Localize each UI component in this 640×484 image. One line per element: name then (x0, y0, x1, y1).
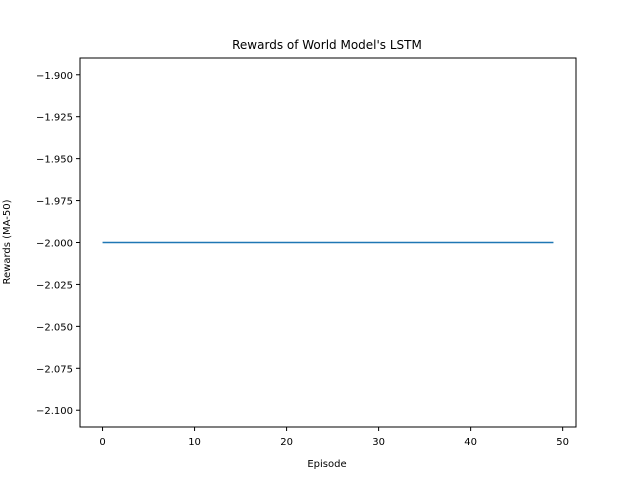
x-axis: 0 10 20 30 40 50 (99, 427, 569, 448)
y-axis: −1.900 −1.925 −1.950 −1.975 −2.000 −2.025 −2.0… (36, 71, 80, 417)
y-tick-label: −2.025 (36, 280, 73, 291)
y-tick-label: −2.050 (36, 322, 73, 333)
x-tick-label: 40 (464, 437, 477, 448)
y-tick-label: −1.900 (36, 71, 73, 82)
x-tick-label: 50 (556, 437, 569, 448)
x-tick-label: 10 (188, 437, 201, 448)
y-tick-label: −1.950 (36, 155, 73, 166)
chart-title: Rewards of World Model's LSTM (232, 38, 422, 52)
x-axis-label: Episode (307, 459, 346, 470)
y-axis-label: Rewards (MA-50) (2, 199, 13, 284)
y-tick-label: −2.000 (36, 239, 73, 250)
x-tick-label: 20 (280, 437, 293, 448)
x-tick-label: 30 (372, 437, 385, 448)
x-tick-label: 0 (99, 437, 105, 448)
y-tick-label: −2.100 (36, 406, 73, 417)
y-tick-label: −1.925 (36, 113, 73, 124)
y-tick-label: −2.075 (36, 364, 73, 375)
y-tick-label: −1.975 (36, 197, 73, 208)
